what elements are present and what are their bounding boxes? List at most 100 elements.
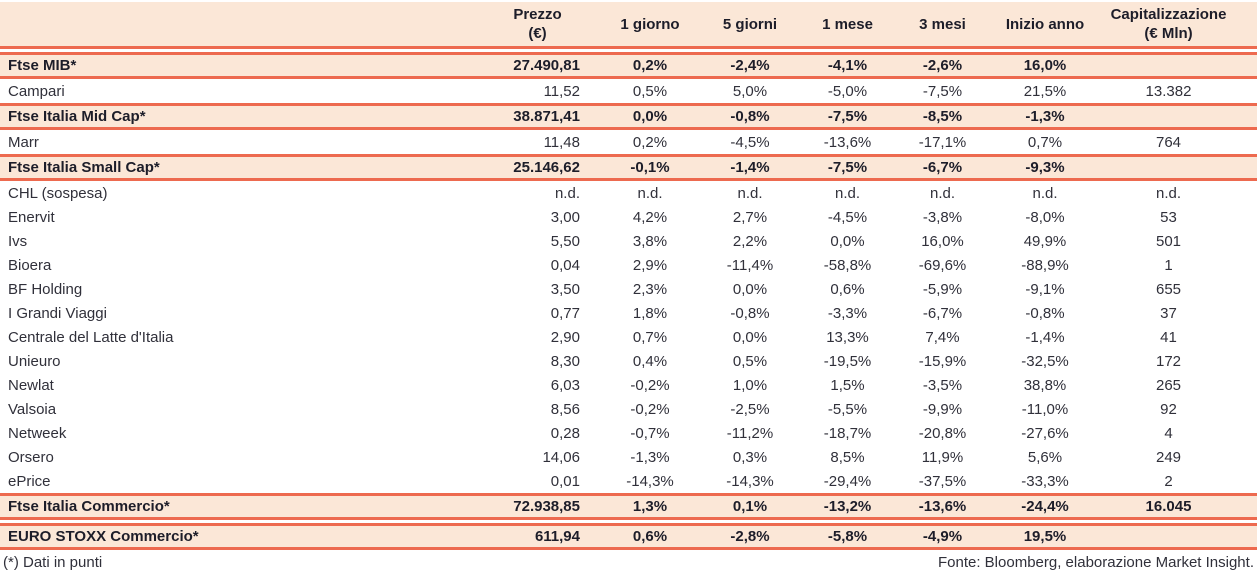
cell-inizio: 38,8% (1023, 376, 1067, 394)
cell-g1: 0,5% (632, 82, 668, 100)
cell-prezzo: 2,90 (550, 328, 580, 346)
table-row: Ftse Italia Small Cap* 25.146,62 -0,1% -1,4… (0, 154, 1257, 181)
cell-cap: n.d. (1155, 184, 1182, 202)
cell-g1: -0,7% (630, 424, 670, 442)
cell-name: EURO STOXX Commercio* (8, 528, 199, 545)
cell-g5: 0,5% (732, 352, 768, 370)
cell-prezzo: 8,30 (550, 352, 580, 370)
cell-m3: -3,5% (922, 376, 963, 394)
cell-m1: -5,0% (827, 82, 868, 100)
cell-name: Enervit (8, 208, 55, 226)
cell-inizio: -8,0% (1025, 208, 1065, 226)
cell-g1: -1,3% (630, 448, 670, 466)
cell-g1: n.d. (637, 184, 663, 202)
table-row: EURO STOXX Commercio* 611,94 0,6% -2,8% -5,8… (0, 523, 1257, 550)
cell-g5: -0,8% (730, 304, 770, 322)
column-header-g1: 1 giorno (620, 15, 680, 33)
cell-cap: 764 (1155, 133, 1182, 151)
cell-g5: -2,4% (730, 57, 770, 74)
cell-m1: 13,3% (826, 328, 869, 346)
cell-g1: 0,0% (632, 108, 668, 125)
cell-inizio: 5,6% (1027, 448, 1063, 466)
cell-g5: -11,2% (726, 424, 774, 442)
table-body: Ftse MIB* 27.490,81 0,2% -2,4% -4,1% -2,6% 16,… (0, 52, 1257, 550)
cell-inizio: -11,0% (1021, 400, 1069, 418)
cell-m1: -58,8% (823, 256, 872, 274)
cell-m1: -4,1% (827, 57, 868, 74)
cell-g1: 0,6% (632, 528, 668, 545)
cell-g1: 1,3% (632, 498, 668, 515)
cell-cap: 13.382 (1145, 82, 1192, 100)
cell-inizio: 49,9% (1023, 232, 1067, 250)
cell-m1: -5,5% (827, 400, 868, 418)
cell-m1: -7,5% (827, 108, 868, 125)
cell-g1: 2,3% (632, 280, 668, 298)
cell-m3: 11,9% (921, 448, 964, 466)
cell-name: Bioera (8, 256, 52, 274)
cell-g1: 2,9% (632, 256, 668, 274)
cell-g1: 0,7% (632, 328, 668, 346)
table-row: Marr 11,48 0,2% -4,5% -13,6% -17,1% 0,7% 764 (0, 130, 1257, 154)
cell-g1: 4,2% (632, 208, 668, 226)
source-credit: Fonte: Bloomberg, elaborazione Market In… (937, 554, 1254, 571)
cell-name: Ftse Italia Small Cap* (8, 159, 160, 176)
table-row: Newlat 6,03 -0,2% 1,0% 1,5% -3,5% 38,8% 265 (0, 373, 1257, 397)
cell-m1: -4,5% (827, 208, 868, 226)
cell-m1: -5,8% (827, 528, 868, 545)
cell-m3: -15,9% (918, 352, 967, 370)
cell-prezzo: 8,56 (550, 400, 580, 418)
cell-inizio: -1,4% (1025, 328, 1065, 346)
cell-prezzo: 38.871,41 (513, 108, 580, 125)
cell-g5: 1,0% (732, 376, 768, 394)
cell-inizio: -32,5% (1021, 352, 1069, 370)
cell-m3: n.d. (929, 184, 956, 202)
cell-m3: -37,5% (918, 472, 967, 490)
cell-cap: 37 (1160, 304, 1177, 322)
cell-prezzo: 0,04 (550, 256, 580, 274)
cell-name: I Grandi Viaggi (8, 304, 107, 322)
cell-g5: 0,0% (732, 328, 768, 346)
cell-g5: 2,2% (732, 232, 768, 250)
cell-name: Orsero (8, 448, 54, 466)
cell-name: Ftse Italia Commercio* (8, 498, 170, 515)
table-row: Ftse MIB* 27.490,81 0,2% -2,4% -4,1% -2,6% 16,… (0, 52, 1257, 79)
cell-m1: -3,3% (827, 304, 868, 322)
cell-cap: 4 (1164, 424, 1173, 442)
cell-m3: -8,5% (922, 108, 963, 125)
cell-prezzo: n.d. (554, 184, 580, 202)
cell-name: Centrale del Latte d'Italia (8, 328, 174, 346)
cell-inizio: -0,8% (1025, 304, 1065, 322)
footnote: (*) Dati in punti (3, 554, 103, 571)
table-header-row: Prezzo (€) 1 giorno 5 giorni 1 mese 3 mesi In… (0, 2, 1257, 49)
table-row: BF Holding 3,50 2,3% 0,0% 0,6% -5,9% -9,1% 655 (0, 277, 1257, 301)
table-row: Ftse Italia Mid Cap* 38.871,41 0,0% -0,8% -7… (0, 103, 1257, 130)
cell-m3: -5,9% (922, 280, 963, 298)
table-row: Netweek 0,28 -0,7% -11,2% -18,7% -20,8% -27,6%… (0, 421, 1257, 445)
table-row: Ivs 5,50 3,8% 2,2% 0,0% 16,0% 49,9% 501 (0, 229, 1257, 253)
cell-m3: 7,4% (925, 328, 960, 346)
cell-cap: 41 (1160, 328, 1177, 346)
cell-m1: 1,5% (830, 376, 865, 394)
cell-inizio: -1,3% (1025, 108, 1065, 125)
table-row: Centrale del Latte d'Italia 2,90 0,7% 0,0% 1… (0, 325, 1257, 349)
cell-inizio: -9,3% (1025, 159, 1065, 176)
table-footer: (*) Dati in punti Fonte: Bloomberg, elab… (0, 550, 1257, 573)
column-header-inizio: Inizio anno (1005, 15, 1085, 33)
cell-name: Netweek (8, 424, 67, 442)
cell-prezzo: 14,06 (542, 448, 580, 466)
cell-inizio: -33,3% (1021, 472, 1069, 490)
cell-name: Campari (8, 82, 65, 100)
cell-g5: -14,3% (726, 472, 774, 490)
cell-m3: -2,6% (922, 57, 963, 74)
table-row: Campari 11,52 0,5% 5,0% -5,0% -7,5% 21,5% 13.38… (0, 79, 1257, 103)
cell-cap: 16.045 (1145, 498, 1192, 515)
cell-g1: 0,2% (632, 57, 668, 74)
table-row: Valsoia 8,56 -0,2% -2,5% -5,5% -9,9% -11,0% 92 (0, 397, 1257, 421)
cell-inizio: 21,5% (1023, 82, 1067, 100)
cell-prezzo: 611,94 (534, 528, 580, 545)
cell-cap: 265 (1155, 376, 1182, 394)
cell-cap: 172 (1155, 352, 1182, 370)
cell-prezzo: 11,48 (543, 133, 580, 151)
cell-g1: -14,3% (626, 472, 674, 490)
